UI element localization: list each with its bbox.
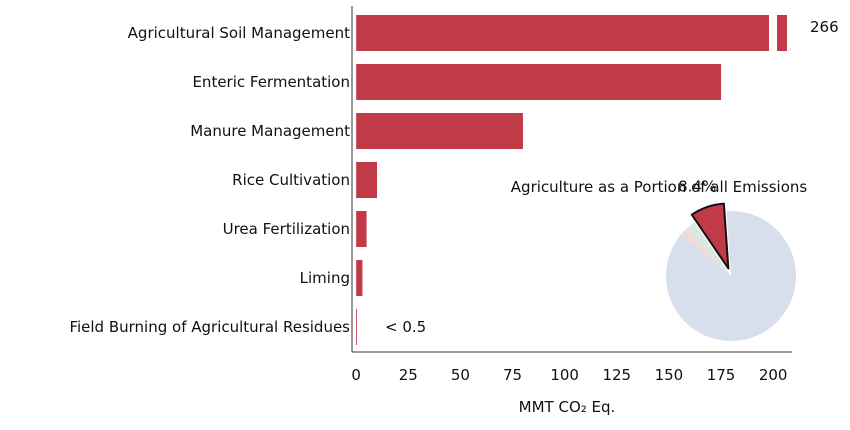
bar-liming	[356, 260, 363, 296]
value-label-agricultural-soil-management: 266	[810, 18, 839, 36]
value-labels: 266 < 0.5	[385, 18, 839, 336]
x-tick-label-25: 25	[399, 366, 418, 384]
bar-urea-fertilization	[356, 211, 367, 247]
pie-slice-labels: 8.4%	[678, 178, 716, 196]
pie-title: Agriculture as a Portion of all Emission…	[511, 178, 808, 196]
category-label-agricultural-soil-management: Agricultural Soil Management	[128, 24, 350, 42]
pie-slice-segment-2	[681, 230, 731, 276]
category-label-urea-fertilization: Urea Fertilization	[223, 220, 350, 238]
axes	[351, 6, 792, 353]
pie-inset: Agriculture as a Portion of all Emission…	[511, 178, 808, 341]
x-tick-label-125: 125	[602, 366, 631, 384]
pie-slice-segment-3	[666, 211, 796, 341]
category-label-rice-cultivation: Rice Cultivation	[232, 171, 350, 189]
x-tick-labels: 0 25 50 75 100 125 150 175 200	[351, 366, 787, 384]
x-tick-label-50: 50	[451, 366, 470, 384]
category-label-enteric-fermentation: Enteric Fermentation	[192, 73, 350, 91]
pie-slices	[666, 202, 796, 341]
x-tick-label-175: 175	[707, 366, 736, 384]
x-tick-label-0: 0	[351, 366, 361, 384]
category-label-liming: Liming	[300, 269, 350, 287]
bar-enteric-fermentation	[356, 64, 722, 100]
category-label-manure-management: Manure Management	[190, 122, 350, 140]
value-label-field-burning-of-agricultural-residues: < 0.5	[385, 318, 426, 336]
bar-rice-cultivation	[356, 162, 378, 198]
bar-agricultural-soil-management-overflow	[777, 15, 787, 51]
x-tick-label-150: 150	[655, 366, 684, 384]
x-tick-label-75: 75	[503, 366, 522, 384]
bar-layer	[356, 15, 787, 345]
x-tick-label-200: 200	[759, 366, 788, 384]
bar-agricultural-soil-management	[356, 15, 769, 51]
category-label-field-burning-of-agricultural-residues: Field Burning of Agricultural Residues	[69, 318, 350, 336]
pie-slice-label: 8.4%	[678, 178, 716, 196]
category-labels: Agricultural Soil Management Enteric Ferm…	[69, 24, 350, 336]
pie-slice-segment-1	[684, 222, 731, 276]
x-axis-title: MMT CO₂ Eq.	[519, 398, 616, 416]
x-tick-label-100: 100	[550, 366, 579, 384]
pie-slice-8-4	[690, 202, 730, 270]
bar-field-burning-of-agricultural-residues	[356, 309, 358, 345]
bar-manure-management	[356, 113, 523, 149]
